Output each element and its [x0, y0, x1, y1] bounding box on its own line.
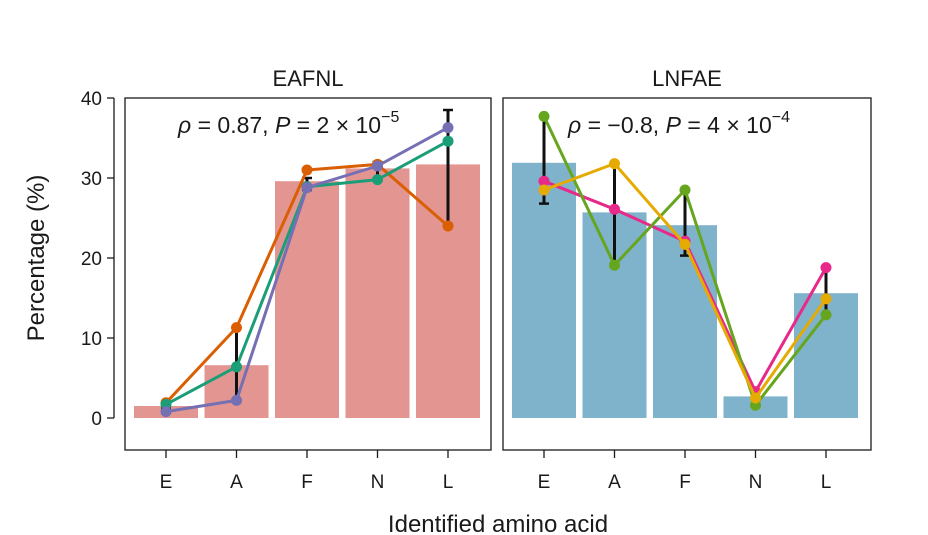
x-tick-label: N: [371, 472, 385, 493]
y-tick-label: 30: [81, 169, 102, 190]
series-point: [301, 164, 313, 176]
x-tick-label: A: [230, 472, 243, 493]
series-point: [442, 122, 454, 134]
x-tick-label: L: [443, 472, 454, 493]
series-point: [820, 309, 832, 321]
series-point: [442, 220, 454, 232]
series-layer: [160, 110, 832, 418]
annotation-p-value: = 4 × 10: [681, 112, 772, 138]
annotation-rho-value: = 0.87,: [191, 112, 275, 138]
series-point: [231, 394, 242, 406]
series-point: [538, 175, 550, 187]
stats-annotation: ρ = 0.87, P = 2 × 10−5: [177, 109, 399, 138]
series-point: [301, 182, 313, 194]
x-tick-label: E: [538, 472, 551, 493]
series-point: [820, 293, 832, 305]
y-axis-title: Percentage (%): [23, 175, 50, 342]
stats-annotation: ρ = −0.8, P = 4 × 10−4: [567, 109, 790, 138]
y-tick-label: 40: [81, 89, 102, 110]
y-tick-label: 0: [91, 409, 102, 430]
x-tick-label: F: [301, 472, 313, 493]
y-tick-label: 10: [81, 329, 102, 350]
annotation-p: P: [275, 112, 291, 138]
panel-frame: [502, 97, 872, 451]
annotation-p: P: [666, 112, 682, 138]
series-point: [372, 174, 383, 186]
series-point: [442, 135, 454, 147]
annotation-rho: ρ: [567, 112, 581, 138]
x-tick-label: L: [821, 472, 832, 493]
series-point: [679, 238, 691, 250]
series-point: [820, 262, 832, 274]
bar: [512, 162, 576, 418]
x-axis-title: Identified amino acid: [388, 511, 608, 535]
annotation-p-value: = 2 × 10: [290, 112, 381, 138]
axes-layer: [107, 97, 827, 458]
series-point: [679, 184, 691, 196]
text-layer: 0 10 20 30 40 Percentage (%) Identified amino …: [23, 66, 831, 535]
series-point: [538, 184, 550, 196]
annotation-exponent: −5: [381, 109, 399, 126]
x-tick-label: N: [749, 472, 763, 493]
annotation-rho-value: = −0.8,: [581, 112, 665, 138]
bar: [345, 168, 410, 418]
series-point: [609, 158, 620, 170]
annotation-rho: ρ: [177, 112, 191, 138]
panel-title: EAFNL: [273, 66, 344, 91]
panel-title: LNFAE: [652, 66, 722, 91]
series-point: [231, 361, 242, 373]
x-tick-label: F: [679, 472, 691, 493]
panel-frames: [124, 97, 872, 451]
series-point: [372, 160, 383, 172]
x-tick-label: A: [608, 472, 621, 493]
series-point: [538, 110, 550, 122]
series-point: [609, 259, 620, 271]
error-bars-layer: [161, 108, 831, 410]
series-point: [750, 392, 761, 404]
series-point: [160, 406, 172, 418]
series-point: [609, 203, 620, 215]
panel-frame: [124, 97, 492, 451]
x-tick-label: E: [160, 472, 173, 493]
y-tick-label: 20: [81, 249, 102, 270]
series-point: [231, 322, 242, 334]
annotation-exponent: −4: [772, 109, 790, 126]
